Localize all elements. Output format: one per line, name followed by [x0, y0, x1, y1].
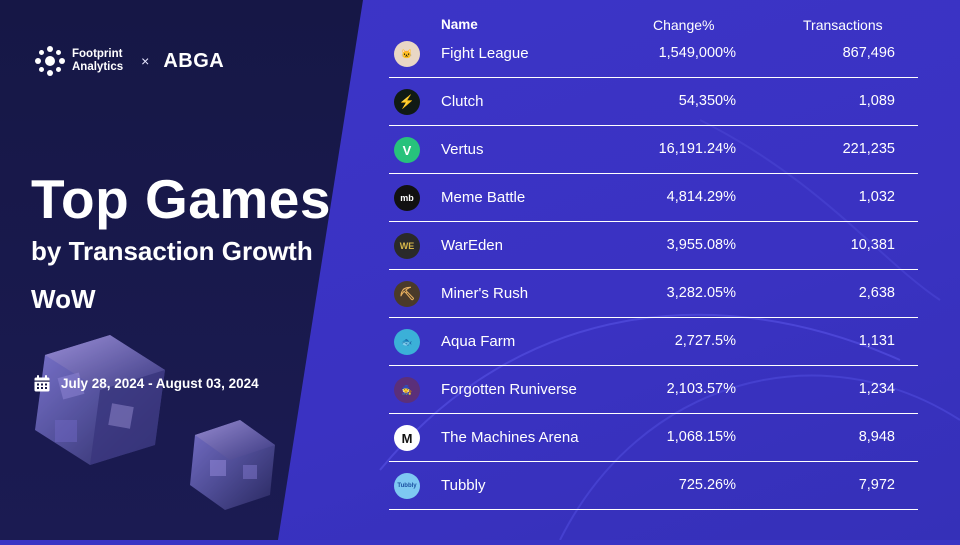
game-name: Clutch — [441, 93, 484, 110]
tubbly-icon: Tubbly — [394, 473, 420, 499]
date-range: July 28, 2024 - August 03, 2024 — [34, 375, 259, 392]
vertus-icon: V — [394, 137, 420, 163]
footprint-logo-icon — [35, 46, 65, 76]
aqua-farm-icon: 🐟 — [394, 329, 420, 355]
game-name: Fight League — [441, 45, 529, 62]
transactions-count: 221,235 — [842, 141, 895, 157]
footprint-logo-line1: Footprint — [72, 48, 123, 60]
change-percent: 4,814.29% — [666, 189, 736, 205]
transactions-count: 7,972 — [858, 477, 895, 493]
wareden-icon: WE — [394, 233, 420, 259]
row-divider — [389, 509, 918, 510]
row-divider — [389, 365, 918, 366]
row-divider — [389, 269, 918, 270]
row-divider — [389, 413, 918, 414]
change-percent: 2,727.5% — [674, 333, 736, 349]
table-row: WE WarEden 3,955.08% 10,381 — [389, 222, 918, 270]
table-row: ⚡ Clutch 54,350% 1,089 — [389, 78, 918, 126]
game-name: Aqua Farm — [441, 333, 516, 350]
row-divider — [389, 317, 918, 318]
transactions-count: 2,638 — [858, 285, 895, 301]
game-name: Vertus — [441, 141, 484, 158]
meme-battle-icon: mb — [394, 185, 420, 211]
change-percent: 1,068.15% — [666, 429, 736, 445]
column-header-transactions: Transactions — [803, 17, 883, 33]
row-divider — [389, 221, 918, 222]
footprint-logo-line2: Analytics — [72, 61, 124, 73]
table-row: M The Machines Arena 1,068.15% 8,948 — [389, 414, 918, 462]
row-divider — [389, 173, 918, 174]
footprint-logo-text: Footprint Analytics — [72, 48, 123, 74]
change-percent: 1,549,000% — [658, 45, 736, 61]
row-divider — [389, 461, 918, 462]
transactions-count: 1,032 — [858, 189, 895, 205]
table-row: V Vertus 16,191.24% 221,235 — [389, 126, 918, 174]
abga-logo: ABGA — [163, 49, 225, 72]
game-name: Meme Battle — [441, 189, 526, 206]
change-percent: 2,103.57% — [666, 381, 736, 397]
clutch-icon: ⚡ — [394, 89, 420, 115]
transactions-count: 1,234 — [858, 381, 895, 397]
forgotten-runiverse-icon: 🧙 — [394, 377, 420, 403]
machines-arena-icon: M — [394, 425, 420, 451]
change-percent: 16,191.24% — [658, 141, 736, 157]
date-range-text: July 28, 2024 - August 03, 2024 — [61, 376, 259, 391]
period-label: WoW — [31, 284, 96, 314]
column-header-change: Change% — [653, 17, 715, 33]
table-row: 🧙 Forgotten Runiverse 2,103.57% 1,234 — [389, 366, 918, 414]
page-subtitle: by Transaction Growth — [31, 236, 313, 266]
table-row: Tubbly Tubbly 725.26% 7,972 — [389, 462, 918, 510]
transactions-count: 8,948 — [858, 429, 895, 445]
collab-times-icon: × — [141, 53, 150, 69]
calendar-icon — [34, 375, 50, 392]
fight-league-icon: 🐱 — [394, 41, 420, 67]
transactions-count: 1,089 — [858, 93, 895, 109]
game-name: The Machines Arena — [441, 429, 579, 446]
transactions-count: 10,381 — [850, 237, 895, 253]
table-row: 🐱 Fight League 1,549,000% 867,496 — [389, 30, 918, 78]
change-percent: 3,282.05% — [666, 285, 736, 301]
column-header-name: Name — [441, 17, 478, 32]
change-percent: 54,350% — [678, 93, 736, 109]
transactions-count: 867,496 — [842, 45, 895, 61]
game-name: WarEden — [441, 237, 503, 254]
change-percent: 725.26% — [678, 477, 736, 493]
change-percent: 3,955.08% — [666, 237, 736, 253]
table-row: mb Meme Battle 4,814.29% 1,032 — [389, 174, 918, 222]
game-name: Miner's Rush — [441, 285, 529, 302]
miners-rush-icon: ⛏ — [394, 281, 420, 307]
table-row: ⛏ Miner's Rush 3,282.05% 2,638 — [389, 270, 918, 318]
table-row: 🐟 Aqua Farm 2,727.5% 1,131 — [389, 318, 918, 366]
row-divider — [389, 125, 918, 126]
brand-logos: Footprint Analytics × ABGA — [34, 45, 224, 77]
row-divider — [389, 77, 918, 78]
transactions-count: 1,131 — [858, 333, 895, 349]
game-name: Tubbly — [441, 477, 486, 494]
game-name: Forgotten Runiverse — [441, 381, 577, 398]
page-title: Top Games — [31, 168, 331, 230]
cube-decoration — [35, 335, 275, 510]
